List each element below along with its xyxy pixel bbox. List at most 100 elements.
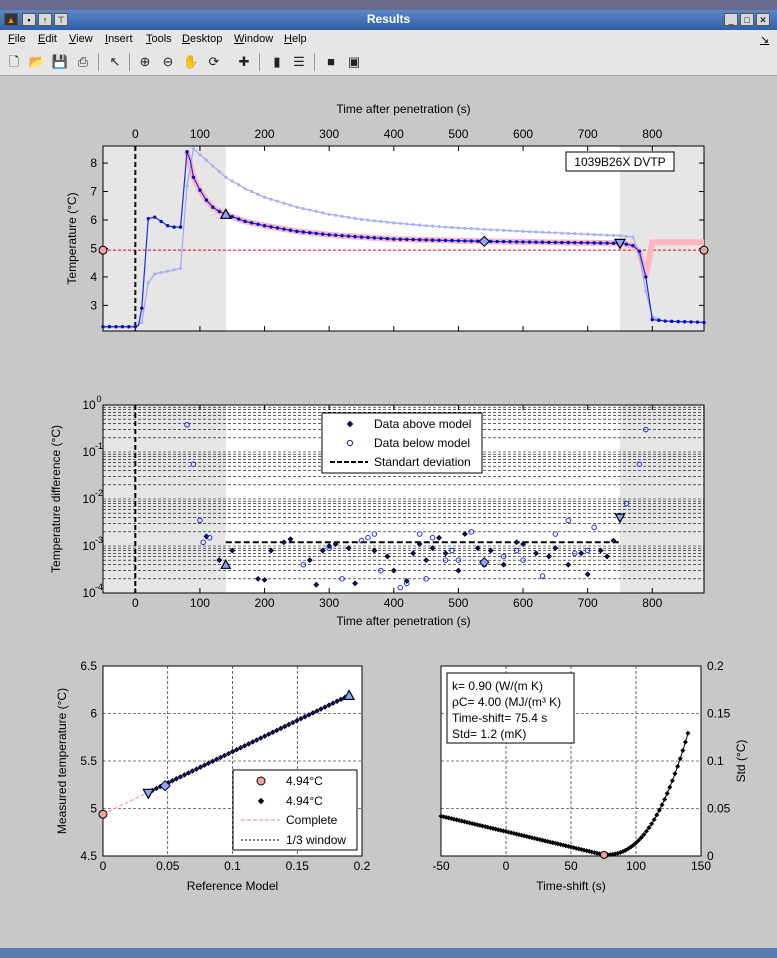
plot1-measured-point bbox=[217, 209, 222, 214]
plot4-std-point bbox=[594, 850, 600, 856]
window-title: Results bbox=[366, 12, 411, 26]
menu-file[interactable]: File bbox=[8, 33, 26, 45]
plot1-top-tick-label: 200 bbox=[255, 127, 275, 141]
plot1-top-tick-label: 500 bbox=[448, 127, 468, 141]
plot1-shifted-point bbox=[191, 147, 196, 151]
pin-icon[interactable]: ⊤ bbox=[54, 13, 68, 26]
dock-arrow-icon[interactable]: ↘ bbox=[760, 34, 770, 46]
rotate-icon[interactable]: ⟳ bbox=[208, 54, 220, 69]
pointer-icon[interactable]: ↖ bbox=[109, 54, 121, 69]
minimize-icon[interactable]: _ bbox=[724, 13, 738, 26]
plot2-point-below bbox=[552, 531, 559, 537]
colorbar-icon[interactable]: ▮ bbox=[273, 54, 281, 69]
plot3-mid-marker bbox=[159, 779, 171, 792]
plot1-shifted-point bbox=[178, 266, 183, 270]
zoom-out-icon[interactable]: ⊖ bbox=[162, 54, 174, 69]
show-tools-icon[interactable]: ▣ bbox=[347, 54, 361, 69]
maximize-icon[interactable]: □ bbox=[740, 13, 754, 26]
zoom-in-icon[interactable]: ⊕ bbox=[139, 54, 151, 69]
plot2-point-above bbox=[520, 541, 526, 547]
print-icon[interactable]: ⎙ bbox=[77, 54, 89, 69]
plot2-point-below bbox=[636, 461, 643, 467]
plot4-std-point bbox=[669, 778, 675, 784]
pan-hand-icon[interactable]: ✋ bbox=[182, 54, 200, 69]
plot3-data-point bbox=[153, 785, 160, 792]
plot4-std-point bbox=[680, 748, 686, 754]
plot3-y-tick-label: 4.5 bbox=[80, 849, 97, 863]
plot1-mid-marker bbox=[478, 235, 490, 248]
plot2-point-below bbox=[572, 550, 578, 557]
plot1-shifted-point bbox=[418, 223, 422, 227]
plot2-point-below bbox=[200, 539, 206, 546]
plot3-window-start-marker bbox=[142, 788, 155, 800]
plot1-y-tick-label: 7 bbox=[90, 185, 97, 199]
plot1-y-tick-label: 8 bbox=[90, 156, 97, 170]
plot3-y-tick-label: 5.5 bbox=[80, 754, 97, 768]
plot1-window-end-marker bbox=[613, 238, 627, 250]
plot2-point-above bbox=[604, 553, 610, 560]
plot1-shifted-point bbox=[573, 232, 577, 236]
save-icon[interactable]: 💾 bbox=[51, 54, 69, 69]
plot2-point-below bbox=[449, 547, 455, 554]
menu-help[interactable]: Help bbox=[284, 33, 307, 45]
plot2-point-above bbox=[429, 545, 436, 552]
plot4-y-tick-label: 0.05 bbox=[707, 802, 731, 816]
hide-tools-icon[interactable]: ■ bbox=[327, 54, 335, 69]
plot3-frame bbox=[102, 665, 363, 857]
plot1-measured-point bbox=[269, 225, 273, 229]
plot4-std-point bbox=[628, 844, 634, 850]
plot1-shifted-point bbox=[463, 226, 467, 230]
plot3-y-tick-label: 5 bbox=[90, 802, 97, 816]
plot2-point-above bbox=[281, 539, 287, 546]
plot1-measured-point bbox=[553, 240, 558, 245]
menu-desktop[interactable]: Desktop bbox=[182, 33, 223, 45]
menu-insert[interactable]: Insert bbox=[105, 33, 133, 45]
plot2-point-below bbox=[468, 529, 475, 535]
plot3-data-point bbox=[294, 717, 300, 724]
plot2-point-above bbox=[436, 534, 442, 541]
data-cursor-icon[interactable]: ✚ bbox=[238, 54, 250, 69]
plot1-shifted-point bbox=[566, 231, 570, 235]
plot3-data-point bbox=[314, 708, 320, 714]
plot1-measured-point bbox=[392, 237, 396, 241]
close-icon[interactable]: ✕ bbox=[756, 13, 770, 26]
new-file-icon[interactable]: 🗋 bbox=[8, 54, 20, 69]
plot1-shifted-point bbox=[256, 192, 260, 196]
plot2-point-below bbox=[429, 534, 436, 541]
matlab-logo-icon[interactable]: ▲ bbox=[4, 13, 18, 26]
plot1-measured-point bbox=[120, 325, 125, 329]
plot2-point-below bbox=[206, 534, 213, 541]
plot2-x-tick-label: 800 bbox=[642, 596, 662, 610]
plot1-shifted-point bbox=[314, 209, 318, 214]
plot3-data-point bbox=[205, 760, 212, 766]
plot2-legend-label-above: Data above model bbox=[374, 417, 471, 431]
plot1-shifted-point bbox=[489, 228, 493, 232]
menu-tools[interactable]: Tools bbox=[146, 33, 172, 45]
plot2-point-below bbox=[565, 517, 572, 524]
menu-window[interactable]: Window bbox=[234, 33, 274, 45]
plot2-point-above bbox=[461, 531, 468, 537]
open-folder-icon[interactable]: 📂 bbox=[28, 54, 46, 69]
plot2-point-above bbox=[371, 547, 378, 554]
plot1-measured-point bbox=[411, 237, 415, 242]
plot2-point-above bbox=[455, 567, 462, 574]
plot2-point-above bbox=[345, 545, 352, 552]
arrow-up-icon[interactable]: ↑ bbox=[38, 13, 52, 26]
menu-edit[interactable]: Edit bbox=[38, 33, 57, 45]
plot3-data-point bbox=[322, 704, 328, 710]
plot1-top-tick-label: 400 bbox=[384, 127, 404, 141]
plot2-x-tick-label: 300 bbox=[319, 596, 339, 610]
plot2-x-axis-label: Time after penetration (s) bbox=[336, 614, 470, 628]
plot2-point-above bbox=[584, 571, 591, 578]
plot2-point-below bbox=[591, 524, 597, 531]
plot3-data-point bbox=[270, 729, 276, 735]
window-menu-icon[interactable]: ▪ bbox=[22, 13, 36, 26]
legend-icon[interactable]: ☰ bbox=[293, 54, 305, 69]
plot2-point-below bbox=[416, 531, 423, 537]
plot1-shifted-point bbox=[275, 199, 280, 203]
plot1-top-tick-label: 700 bbox=[578, 127, 598, 141]
plot1-measured-point bbox=[185, 149, 189, 154]
menu-view[interactable]: View bbox=[69, 33, 93, 45]
plot1-measured-point bbox=[282, 227, 286, 231]
plot2-point-below bbox=[423, 576, 429, 582]
